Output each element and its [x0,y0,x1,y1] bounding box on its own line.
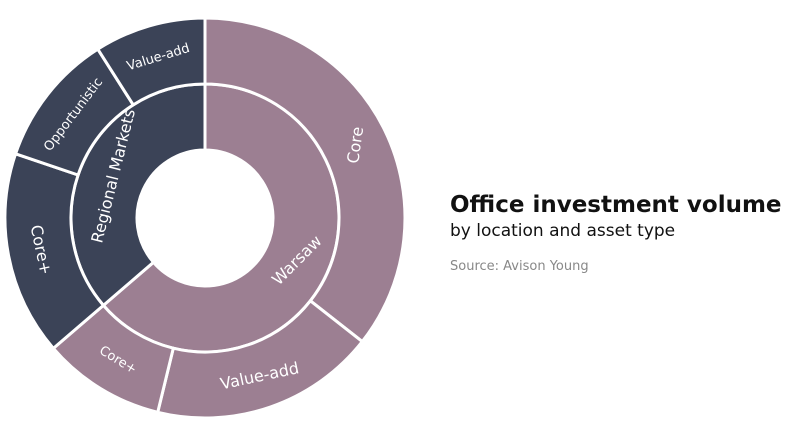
chart-source: Source: Avison Young [450,259,589,274]
chart-subtitle: by location and asset type [450,221,676,241]
chart-text-block: Office investment volume by location and… [450,191,790,274]
outer-segment-regional-markets-value-add [96,16,207,107]
chart-title: Office investment volume [450,192,782,218]
outer-segment-warsaw-core-label: Core [343,125,367,164]
outer-segment-warsaw-core [203,16,407,344]
